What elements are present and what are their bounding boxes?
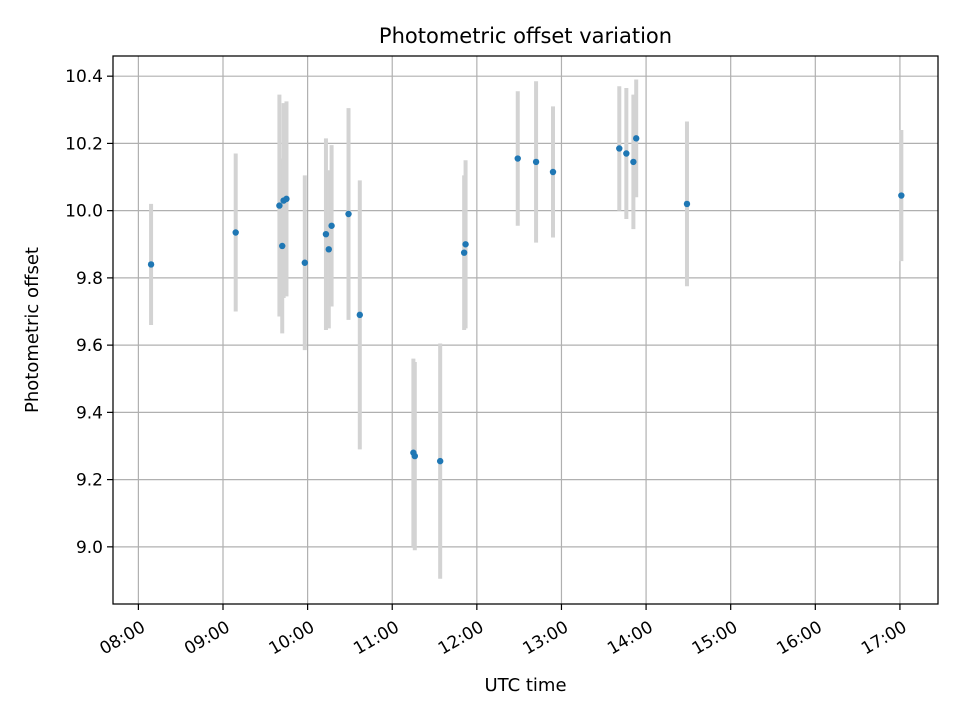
- data-point: [514, 155, 521, 162]
- data-points: [147, 135, 905, 465]
- y-tick-label: 9.0: [76, 538, 103, 558]
- y-tick-label: 10.0: [65, 202, 103, 222]
- data-point: [325, 246, 332, 253]
- data-point: [301, 259, 308, 266]
- data-point: [630, 158, 637, 166]
- data-point: [460, 249, 468, 256]
- data-point: [328, 222, 335, 229]
- data-point: [623, 150, 630, 157]
- data-point: [683, 200, 691, 208]
- y-tick-label: 10.4: [65, 67, 103, 87]
- data-point: [232, 229, 239, 236]
- y-tick-label: 9.2: [76, 471, 103, 491]
- data-point: [345, 210, 352, 218]
- data-point: [276, 202, 283, 209]
- y-tick-label: 9.6: [76, 336, 103, 356]
- data-point: [633, 135, 640, 142]
- y-tick-label: 9.4: [76, 403, 103, 423]
- plot-area-frame: [112, 55, 939, 605]
- data-point: [322, 230, 330, 238]
- data-point: [356, 311, 363, 319]
- data-point: [436, 457, 444, 465]
- chart-title: Photometric offset variation: [379, 24, 672, 48]
- data-point: [279, 242, 286, 250]
- x-axis-label: UTC time: [484, 675, 566, 696]
- data-point: [283, 195, 290, 203]
- y-tick-label: 10.2: [65, 134, 103, 154]
- data-point: [898, 192, 905, 199]
- y-axis-label: Photometric offset: [22, 247, 43, 413]
- gridlines: [113, 56, 938, 604]
- data-point: [411, 452, 418, 460]
- y-tick-label: 9.8: [76, 269, 103, 289]
- data-point: [462, 241, 469, 248]
- data-point: [147, 261, 155, 268]
- data-point: [616, 145, 623, 152]
- data-point: [532, 158, 540, 166]
- data-point: [549, 168, 557, 176]
